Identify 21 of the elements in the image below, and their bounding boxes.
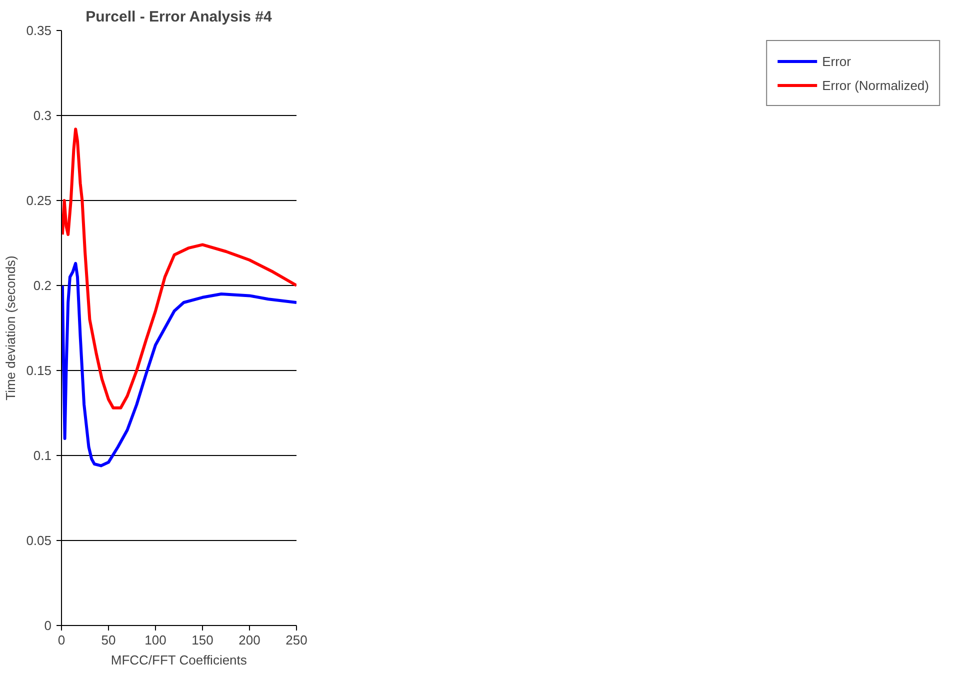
y-tick-label: 0.25 <box>26 193 52 208</box>
y-axis-title: Time deviation (seconds) <box>3 256 18 400</box>
legend-label: Error <box>822 54 851 68</box>
y-tick-label: 0 <box>44 618 52 633</box>
chart-title: Purcell - Error Analysis #4 <box>86 8 272 26</box>
x-tick-label: 100 <box>144 632 166 648</box>
line-series <box>62 262 296 468</box>
y-tick-label: 0.35 <box>26 23 52 38</box>
y-tick-label: 0.05 <box>26 533 52 548</box>
x-tick-label: 0 <box>58 632 66 648</box>
y-tick-label: 0.15 <box>26 363 52 378</box>
y-tick-label: 0.3 <box>33 108 52 123</box>
x-tick-label: 250 <box>286 632 308 648</box>
x-tick-label: 150 <box>192 632 214 648</box>
x-tick-label: 50 <box>101 632 116 648</box>
legend-label: Error (Normalized) <box>822 78 929 92</box>
line-series <box>62 128 296 410</box>
x-tick-label: 200 <box>238 632 260 648</box>
x-axis-title: MFCC/FFT Coefficients <box>110 652 248 668</box>
y-tick-label: 0.2 <box>33 278 52 293</box>
y-tick-label: 0.1 <box>33 448 52 463</box>
